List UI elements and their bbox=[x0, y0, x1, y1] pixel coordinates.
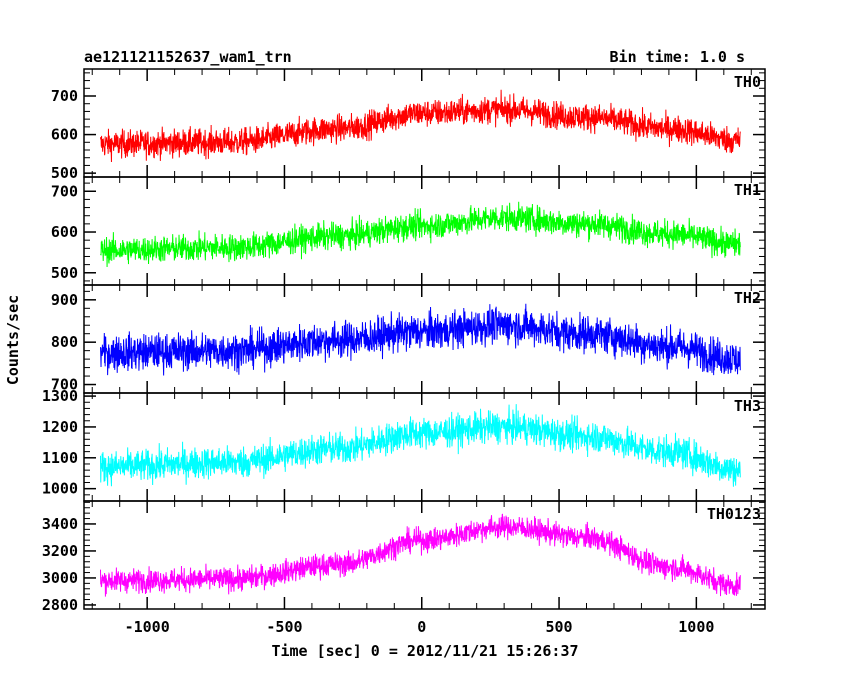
y-tick-label: 1200 bbox=[42, 418, 78, 436]
series-line-th0 bbox=[99, 89, 741, 162]
y-tick-label: 600 bbox=[51, 126, 78, 144]
y-tick-label: 2800 bbox=[42, 596, 78, 614]
y-tick-label: 500 bbox=[51, 264, 78, 282]
y-tick-label: 600 bbox=[51, 223, 78, 241]
chart-title-right: Bin time: 1.0 s bbox=[610, 48, 745, 66]
y-tick-label: 3000 bbox=[42, 569, 78, 587]
y-tick-label: 500 bbox=[51, 164, 78, 182]
y-tick-label: 3400 bbox=[42, 515, 78, 533]
y-tick-label: 700 bbox=[51, 376, 78, 394]
panel-th2: 700 800 900 TH2 bbox=[51, 284, 766, 394]
series-line-th1 bbox=[100, 201, 741, 268]
x-tick-label: -500 bbox=[266, 618, 302, 636]
y-tick-label: 3200 bbox=[42, 542, 78, 560]
x-tick-label: 1000 bbox=[678, 618, 714, 636]
y-axis-label: Counts/sec bbox=[4, 295, 22, 385]
series-line-th2 bbox=[99, 303, 741, 376]
panel-frame bbox=[83, 500, 766, 610]
y-tick-label: 700 bbox=[51, 182, 78, 200]
panel-th1: 500 600 700 TH1 bbox=[51, 176, 766, 286]
panels-group: 500 600 700 TH0 500 600 700 TH1 700 800 900 TH2 1000… bbox=[42, 68, 766, 614]
panel-label-th1: TH1 bbox=[734, 181, 761, 199]
panel-th0123: 2800 3000 3200 3400 TH0123 bbox=[42, 500, 766, 614]
y-tick-label: 700 bbox=[51, 87, 78, 105]
x-tick-label: 500 bbox=[546, 618, 573, 636]
y-tick-label: 800 bbox=[51, 333, 78, 351]
panel-th0: 500 600 700 TH0 bbox=[51, 68, 766, 182]
y-tick-label: 1100 bbox=[42, 449, 78, 467]
x-tick-label: -1000 bbox=[125, 618, 170, 636]
panel-label-th0: TH0 bbox=[734, 73, 761, 91]
panel-label-th0123: TH0123 bbox=[707, 505, 761, 523]
panel-label-th2: TH2 bbox=[734, 289, 761, 307]
series-line-th0123 bbox=[99, 513, 741, 597]
chart-title-left: ae121121152637_wam1_trn bbox=[84, 48, 292, 66]
x-axis: -1000 -500 0 500 1000 bbox=[125, 618, 715, 636]
y-tick-label: 1300 bbox=[42, 387, 78, 405]
panel-th3: 1000 1100 1200 1300 TH3 bbox=[42, 387, 766, 502]
y-tick-label: 1000 bbox=[42, 480, 78, 498]
x-tick-label: 0 bbox=[417, 618, 426, 636]
panel-frame bbox=[83, 68, 766, 178]
x-axis-label: Time [sec] 0 = 2012/11/21 15:26:37 bbox=[271, 642, 578, 660]
series-line-th3 bbox=[99, 404, 741, 487]
panel-label-th3: TH3 bbox=[734, 397, 761, 415]
y-tick-label: 900 bbox=[51, 291, 78, 309]
